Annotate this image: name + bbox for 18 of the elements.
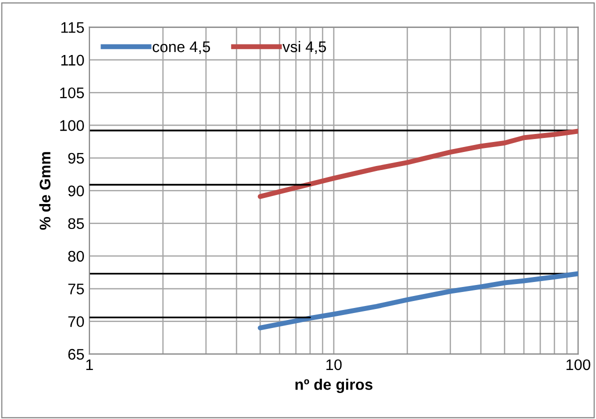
y-tick-label: 75 xyxy=(68,284,84,294)
y-tick-label: 115 xyxy=(61,22,84,33)
x-axis-title: nº de giros xyxy=(295,378,372,394)
y-tick-label: 80 xyxy=(68,250,84,262)
legend-label: vsi 4,5 xyxy=(282,40,326,54)
x-tick-label: 1 xyxy=(86,359,93,370)
y-tick-label: 90 xyxy=(68,186,84,196)
y-tick-label: 70 xyxy=(68,316,84,328)
y-tick-label: 65 xyxy=(68,348,84,360)
x-tick-label: 10 xyxy=(326,359,342,370)
legend-label: cone 4,5 xyxy=(152,42,210,54)
x-tick-label: 100 xyxy=(566,359,590,370)
y-axis-title: % de Gmm xyxy=(39,152,50,230)
y-tick-label: 95 xyxy=(68,152,84,164)
y-tick-label: 100 xyxy=(60,120,84,131)
y-tick-label: 110 xyxy=(61,54,84,66)
y-tick-label: 105 xyxy=(60,87,84,98)
y-tick-label: 85 xyxy=(68,218,84,230)
